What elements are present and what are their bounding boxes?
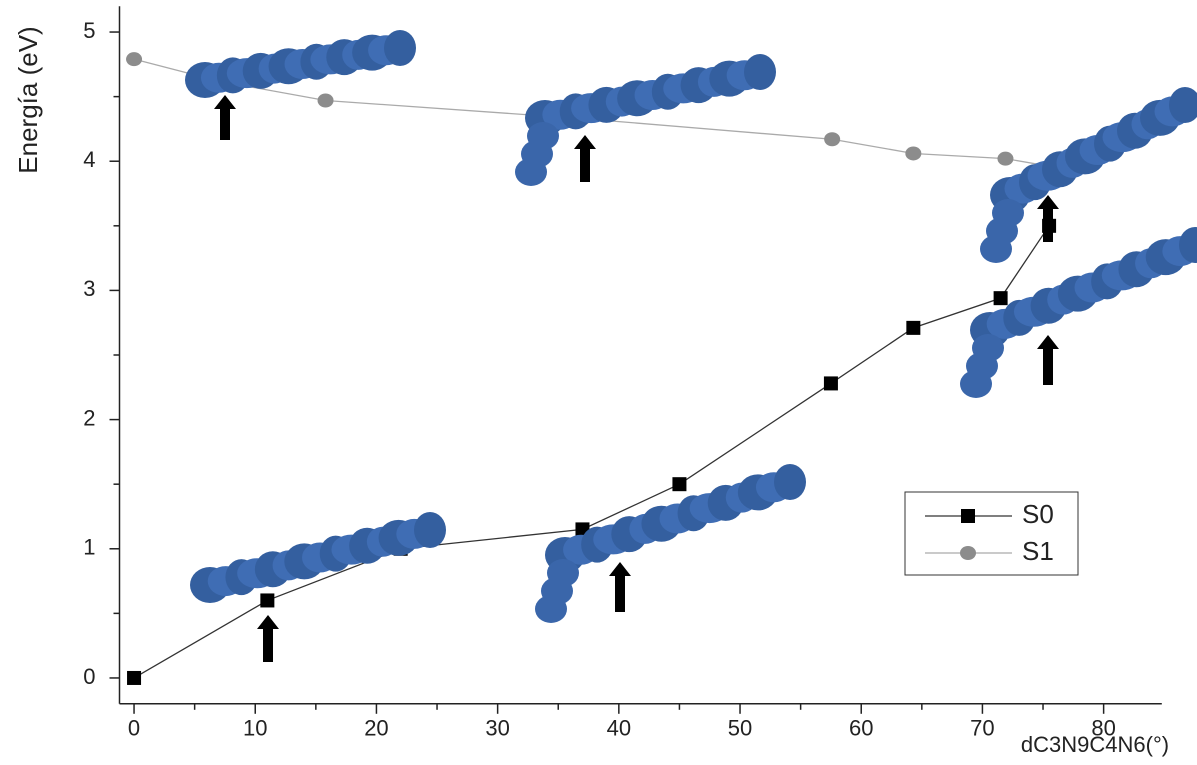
x-tick-label: 70 [970, 716, 994, 741]
y-tick-label: 4 [83, 147, 95, 172]
arrow [1037, 195, 1059, 242]
marker [905, 146, 921, 160]
molecule-atom [744, 54, 776, 90]
arrow [1037, 335, 1059, 385]
y-tick-label: 3 [83, 276, 95, 301]
chart: dC3N9C4N6(°) Energía (eV) 01020304050607… [0, 0, 1197, 765]
y-tick-label: 5 [83, 18, 95, 43]
legend-marker [961, 509, 975, 523]
molecule-atom [980, 235, 1012, 263]
y-tick-label: 1 [83, 535, 95, 560]
marker [672, 477, 686, 491]
x-tick-label: 50 [728, 716, 752, 741]
marker [824, 132, 840, 146]
molecule-image [980, 87, 1197, 263]
molecule-image [515, 54, 776, 186]
molecule-atom [414, 512, 446, 548]
arrow [609, 562, 631, 612]
arrow [574, 135, 596, 182]
molecule-atom [960, 370, 992, 398]
legend-label: S1 [1022, 536, 1054, 566]
molecule-atom [535, 595, 567, 623]
x-tick-label: 80 [1091, 716, 1115, 741]
marker [824, 376, 838, 390]
x-tick-label: 40 [607, 716, 631, 741]
molecule-atom [774, 464, 806, 500]
molecule-atom [384, 30, 416, 66]
x-tick-label: 60 [849, 716, 873, 741]
y-axis-label: Energía (eV) [13, 26, 43, 173]
marker [126, 52, 142, 66]
marker [260, 593, 274, 607]
marker [318, 94, 334, 108]
marker [906, 321, 920, 335]
molecule-image [190, 512, 446, 603]
x-tick-label: 20 [364, 716, 388, 741]
x-tick-label: 0 [128, 716, 140, 741]
marker [127, 671, 141, 685]
x-tick-label: 30 [485, 716, 509, 741]
series-line [134, 226, 1049, 678]
marker [994, 291, 1008, 305]
legend-label: S0 [1022, 499, 1054, 529]
molecule-atom [515, 158, 547, 186]
marker [997, 152, 1013, 166]
y-tick-label: 2 [83, 405, 95, 430]
legend-marker [960, 546, 976, 560]
arrow [214, 95, 236, 140]
molecule-image [185, 30, 416, 98]
x-tick-label: 10 [243, 716, 267, 741]
arrow [257, 615, 279, 662]
y-tick-label: 0 [83, 664, 95, 689]
